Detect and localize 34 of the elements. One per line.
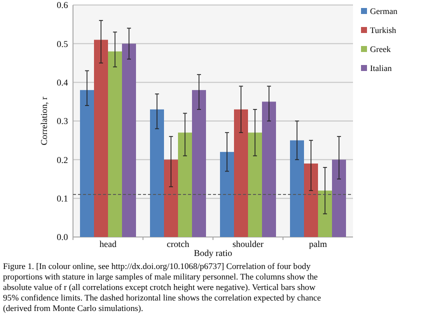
bar xyxy=(248,132,262,237)
x-tick-label: shoulder xyxy=(232,239,264,249)
bar xyxy=(94,40,108,237)
bar xyxy=(304,164,318,237)
bar xyxy=(150,109,164,237)
bar xyxy=(234,109,248,237)
legend-label: Turkish xyxy=(370,24,397,35)
legend-label: Italian xyxy=(370,62,392,73)
bar xyxy=(164,160,178,237)
y-tick-label: 0.2 xyxy=(56,154,68,165)
caption: Figure 1. [In colour online, see http://dx.doi.org/10.1068/p6737] Correlation of four body proportions with stature in large samples of male military personnel. The columns show the absolute value of r (all correlations except crotch height were negative). Vertical bars show 95% confidence limits. The dashed horizontal line shows the correlation expected by chance (derived from Monte Carlo simulations). xyxy=(3,261,322,313)
bar xyxy=(192,90,206,237)
bar xyxy=(318,190,332,237)
bar xyxy=(122,44,136,237)
y-tick-label: 0.5 xyxy=(56,38,68,49)
legend-label: Greek xyxy=(370,44,392,54)
x-tick-label: head xyxy=(100,239,117,249)
x-tick-label: crotch xyxy=(166,239,190,249)
y-axis-title: Correlation, r xyxy=(39,96,49,146)
x-tick-label: palm xyxy=(309,239,327,249)
legend-label: German xyxy=(370,6,398,16)
y-tick-label: 0.3 xyxy=(56,116,68,126)
y-tick-label: 0.6 xyxy=(56,0,68,10)
bar xyxy=(178,132,192,237)
y-tick-label: 0.0 xyxy=(56,232,68,242)
bar xyxy=(220,152,234,237)
y-tick-label: 0.4 xyxy=(56,77,68,88)
bar xyxy=(332,160,346,237)
bar xyxy=(80,90,94,237)
bar xyxy=(262,102,276,237)
x-axis-title: Body ratio xyxy=(194,248,233,258)
bar xyxy=(290,140,304,237)
bar xyxy=(108,51,122,237)
y-tick-label: 0.1 xyxy=(56,193,68,204)
